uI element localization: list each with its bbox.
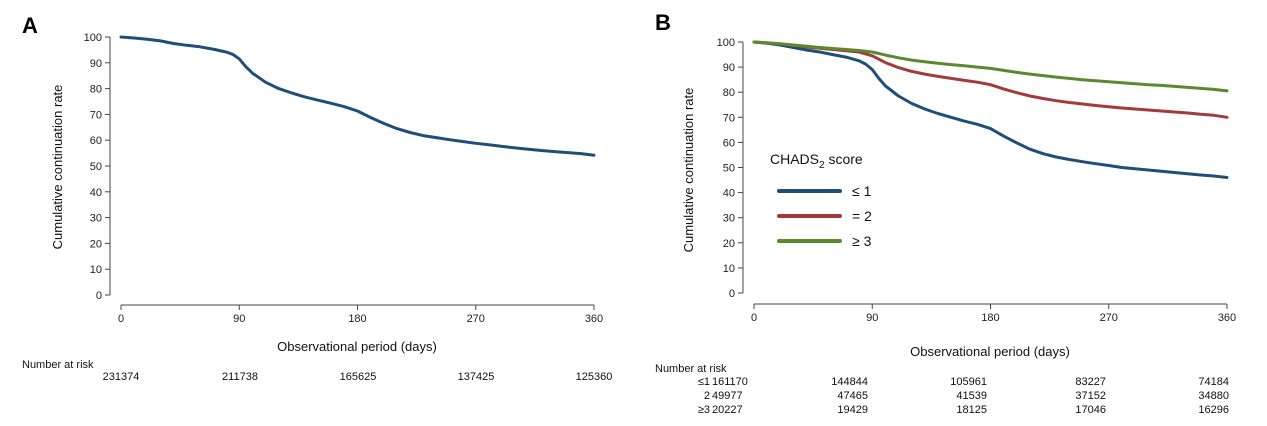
risk-value: 19429 [837, 404, 868, 416]
panel-b-y-axis: 0 10 20 30 40 50 60 70 80 90 100 [717, 37, 743, 300]
panel-a-series [119, 35, 596, 157]
y-tick-label: 0 [729, 288, 735, 300]
series-line-group-1 [752, 40, 1229, 179]
y-tick-label: 0 [96, 290, 102, 302]
panel-a-risk-title: Number at risk [22, 359, 94, 371]
panel-b-x-axis-title: Observational period (days) [910, 344, 1070, 359]
risk-value: 17046 [1075, 404, 1106, 416]
panel-a-y-axis-title: Cumulative continuation rate [50, 85, 65, 250]
panel-a: A 0 10 20 30 40 50 60 70 80 90 100 0 90 180 270 360 Cu… [22, 13, 612, 383]
panel-b-risk-title: Number at risk [655, 363, 727, 375]
risk-row-label: ≤1 [698, 376, 710, 388]
series-line-group-3 [752, 40, 1229, 93]
risk-value: 74184 [1198, 376, 1229, 388]
y-tick-label: 60 [723, 137, 735, 149]
y-tick-label: 100 [717, 37, 735, 49]
panel-b-legend: CHADS2 score ≤ 1 = 2 ≥ 3 [770, 151, 872, 249]
risk-value: 20227 [712, 404, 743, 416]
x-tick-label: 90 [866, 312, 878, 324]
y-tick-label: 20 [723, 238, 735, 250]
risk-value: 18125 [956, 404, 987, 416]
panel-a-x-axis: 0 90 180 270 360 [118, 305, 603, 325]
x-tick-label: 270 [467, 313, 485, 325]
x-tick-label: 0 [118, 313, 124, 325]
y-tick-label: 70 [723, 112, 735, 124]
panel-b-y-axis-title: Cumulative continuation rate [681, 88, 696, 253]
legend-label: ≤ 1 [852, 183, 872, 199]
x-tick-label: 0 [751, 312, 757, 324]
risk-value: 161170 [712, 376, 748, 388]
y-tick-label: 90 [723, 62, 735, 74]
x-tick-label: 360 [585, 313, 603, 325]
panel-a-x-axis-title: Observational period (days) [277, 339, 437, 354]
legend-label: ≥ 3 [852, 233, 872, 249]
y-tick-label: 40 [90, 187, 102, 199]
x-tick-label: 180 [348, 313, 366, 325]
y-tick-label: 60 [90, 135, 102, 147]
x-tick-label: 270 [1100, 312, 1118, 324]
risk-value: 125360 [576, 371, 613, 383]
y-tick-label: 30 [90, 213, 102, 225]
x-tick-label: 360 [1218, 312, 1236, 324]
risk-value: 16296 [1198, 404, 1229, 416]
series-line-overall [119, 35, 596, 157]
panel-b: B 0 10 20 30 40 50 60 70 80 90 100 0 90 180 270 360 Cu… [655, 10, 1236, 416]
y-tick-label: 80 [90, 84, 102, 96]
y-tick-label: 90 [90, 58, 102, 70]
risk-row-label: ≥3 [698, 404, 710, 416]
y-tick-label: 50 [90, 161, 102, 173]
risk-value: 231374 [103, 371, 140, 383]
risk-value: 47465 [837, 390, 868, 402]
panel-b-risk-table: ≤1 161170 144844 105961 83227 74184 2 49977 4746… [698, 376, 1229, 416]
y-tick-label: 70 [90, 109, 102, 121]
risk-value: 41539 [956, 390, 987, 402]
panel-b-series [752, 40, 1229, 179]
panel-a-label: A [22, 13, 38, 38]
legend-title-sub: 2 [819, 160, 825, 171]
x-tick-label: 90 [233, 313, 245, 325]
risk-value: 105961 [950, 376, 987, 388]
risk-value: 83227 [1075, 376, 1106, 388]
y-tick-label: 10 [90, 264, 102, 276]
legend-label: = 2 [852, 208, 872, 224]
y-tick-label: 20 [90, 238, 102, 250]
panel-b-x-axis: 0 90 180 270 360 [751, 304, 1236, 324]
panel-a-y-axis: 0 10 20 30 40 50 60 70 80 90 100 [84, 32, 110, 302]
legend-title-main: CHADS [770, 151, 819, 167]
risk-value: 144844 [831, 376, 868, 388]
risk-row-label: 2 [704, 390, 710, 402]
risk-value: 34880 [1198, 390, 1229, 402]
y-tick-label: 40 [723, 188, 735, 200]
y-tick-label: 30 [723, 213, 735, 225]
y-tick-label: 100 [84, 32, 102, 44]
risk-value: 49977 [712, 390, 743, 402]
risk-value: 137425 [458, 371, 495, 383]
y-tick-label: 10 [723, 263, 735, 275]
y-tick-label: 80 [723, 87, 735, 99]
panel-b-label: B [655, 10, 671, 35]
legend-title: CHADS2 score [770, 151, 863, 171]
panel-a-risk-table: 231374 211738 165625 137425 125360 [103, 371, 613, 383]
y-tick-label: 50 [723, 163, 735, 175]
risk-value: 211738 [222, 371, 258, 383]
risk-value: 165625 [340, 371, 377, 383]
x-tick-label: 180 [981, 312, 999, 324]
legend-title-rest: score [825, 151, 863, 167]
risk-value: 37152 [1075, 390, 1106, 402]
